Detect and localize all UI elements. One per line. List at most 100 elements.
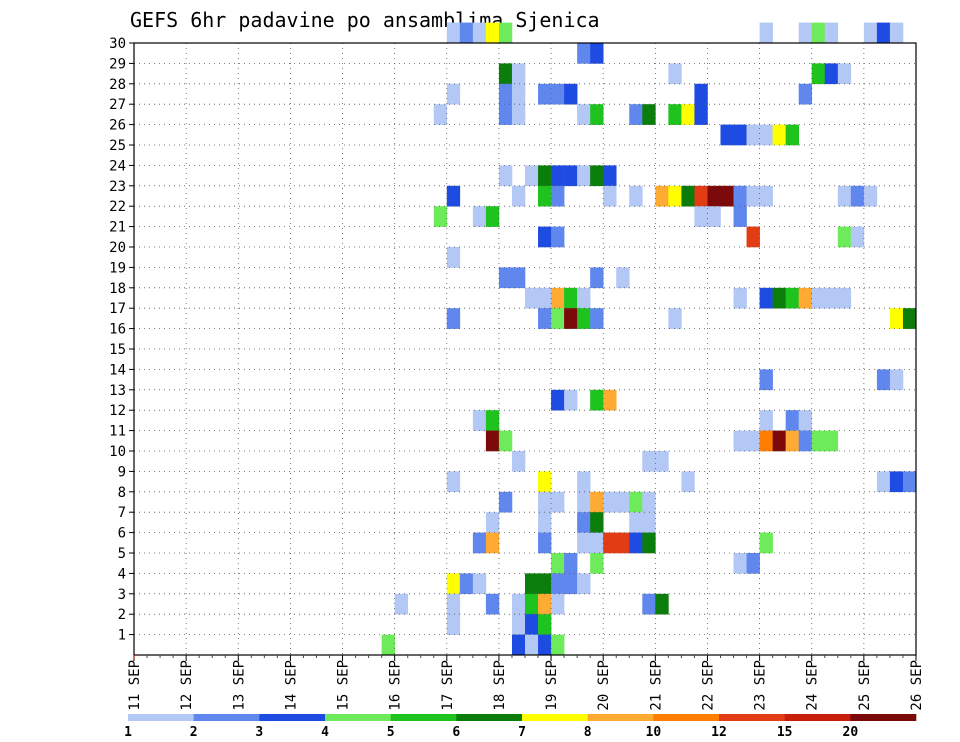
heatmap-cell <box>642 512 656 533</box>
legend-swatch <box>390 714 457 721</box>
heatmap-cell <box>733 185 747 207</box>
heatmap-cell <box>551 553 565 574</box>
heatmap-cell <box>876 22 891 44</box>
heatmap-cell <box>694 83 708 105</box>
legend-swatch <box>719 714 785 721</box>
y-tick-label: 1 <box>118 628 126 644</box>
y-tick-label: 11 <box>109 424 126 440</box>
legend-swatch <box>587 714 654 721</box>
heatmap-cell <box>459 573 474 595</box>
x-tick-label: 16 SEP <box>388 660 404 711</box>
heatmap-cell <box>538 226 552 248</box>
y-tick-label: 16 <box>109 322 126 338</box>
heatmap-cell <box>811 430 826 452</box>
x-tick-label: 11 SEP <box>127 660 143 711</box>
heatmap-cell <box>485 206 500 227</box>
heatmap-cell <box>889 369 904 391</box>
heatmap-cell <box>551 491 565 513</box>
y-tick-label: 13 <box>109 383 126 399</box>
heatmap-cell <box>538 614 552 635</box>
heatmap-cell <box>655 451 669 472</box>
heatmap-cell <box>811 22 826 44</box>
y-tick-label: 28 <box>109 77 126 93</box>
heatmap-cell <box>759 410 773 431</box>
heatmap-cell <box>446 247 461 268</box>
heatmap-cell <box>590 267 604 289</box>
y-tick-label: 10 <box>109 444 126 460</box>
x-tick-label: 26 SEP <box>909 660 925 711</box>
y-tick-label: 23 <box>109 179 126 195</box>
heatmap-cell <box>824 430 839 452</box>
heatmap-cell <box>746 430 760 452</box>
x-tick-label: 15 SEP <box>336 660 352 711</box>
heatmap-cell <box>511 185 526 207</box>
heatmap-cell <box>590 308 604 329</box>
y-tick-label: 6 <box>118 526 126 542</box>
heatmap-cell <box>538 491 552 513</box>
heatmap-cell <box>629 185 643 207</box>
x-tick-label: 13 SEP <box>231 660 247 711</box>
heatmap-cell <box>772 287 786 309</box>
heatmap-cell <box>538 165 552 187</box>
y-tick-label: 24 <box>109 158 126 174</box>
legend-swatch <box>784 714 851 721</box>
heatmap-cell <box>590 165 604 187</box>
heatmap-cell <box>746 185 760 207</box>
legend-label: 5 <box>387 725 395 740</box>
heatmap-cell <box>668 63 682 85</box>
heatmap-cell <box>733 430 747 452</box>
heatmap-cell <box>707 206 721 227</box>
heatmap-cell <box>798 410 813 431</box>
y-tick-label: 18 <box>109 281 126 297</box>
heatmap-cell <box>538 83 552 105</box>
heatmap-cell <box>889 22 904 44</box>
legend-swatch <box>259 714 326 721</box>
heatmap-cell <box>603 165 617 187</box>
heatmap-cell <box>642 491 656 513</box>
heatmap-cell <box>590 532 604 554</box>
heatmap-cell <box>525 165 539 187</box>
heatmap-cell <box>538 573 552 595</box>
heatmap-cell <box>551 308 565 329</box>
heatmap-cell <box>551 226 565 248</box>
heatmap-cell <box>446 614 461 635</box>
x-tick-label: 12 SEP <box>179 660 195 711</box>
heatmap-cell <box>876 471 891 493</box>
heatmap-cells <box>381 22 917 656</box>
heatmap-cell <box>785 410 799 431</box>
heatmap-cell <box>798 22 813 44</box>
heatmap-cell <box>485 22 500 44</box>
heatmap-cell <box>642 532 656 554</box>
heatmap-cell <box>551 287 565 309</box>
legend-swatch <box>850 714 917 721</box>
heatmap-cell <box>472 573 487 595</box>
x-tick-label: 19 SEP <box>544 660 560 711</box>
y-tick-label: 7 <box>118 505 126 521</box>
heatmap-cell <box>577 491 591 513</box>
legend-swatch <box>193 714 260 721</box>
heatmap-cell <box>759 532 773 554</box>
heatmap-cell <box>733 124 747 146</box>
heatmap-cell <box>824 22 839 44</box>
heatmap-cell <box>798 287 813 309</box>
heatmap-cell <box>381 634 395 656</box>
heatmap-cell <box>733 553 747 574</box>
heatmap-cell <box>759 185 773 207</box>
legend-label: 2 <box>190 725 198 740</box>
legend-label: 12 <box>711 725 727 740</box>
heatmap-cell <box>837 287 852 309</box>
heatmap-cell <box>590 389 604 411</box>
heatmap-cell <box>850 226 865 248</box>
heatmap-cell <box>824 287 839 309</box>
heatmap-cell <box>785 430 799 452</box>
heatmap-cell <box>525 573 539 595</box>
heatmap-cell <box>511 451 526 472</box>
y-tick-label: 22 <box>109 199 126 215</box>
heatmap-cell <box>590 43 604 64</box>
x-tick-label: 25 SEP <box>857 660 873 711</box>
heatmap-cell <box>863 22 878 44</box>
x-tick-label: 24 SEP <box>805 660 821 711</box>
heatmap-cell <box>603 532 617 554</box>
heatmap-cell <box>642 451 656 472</box>
